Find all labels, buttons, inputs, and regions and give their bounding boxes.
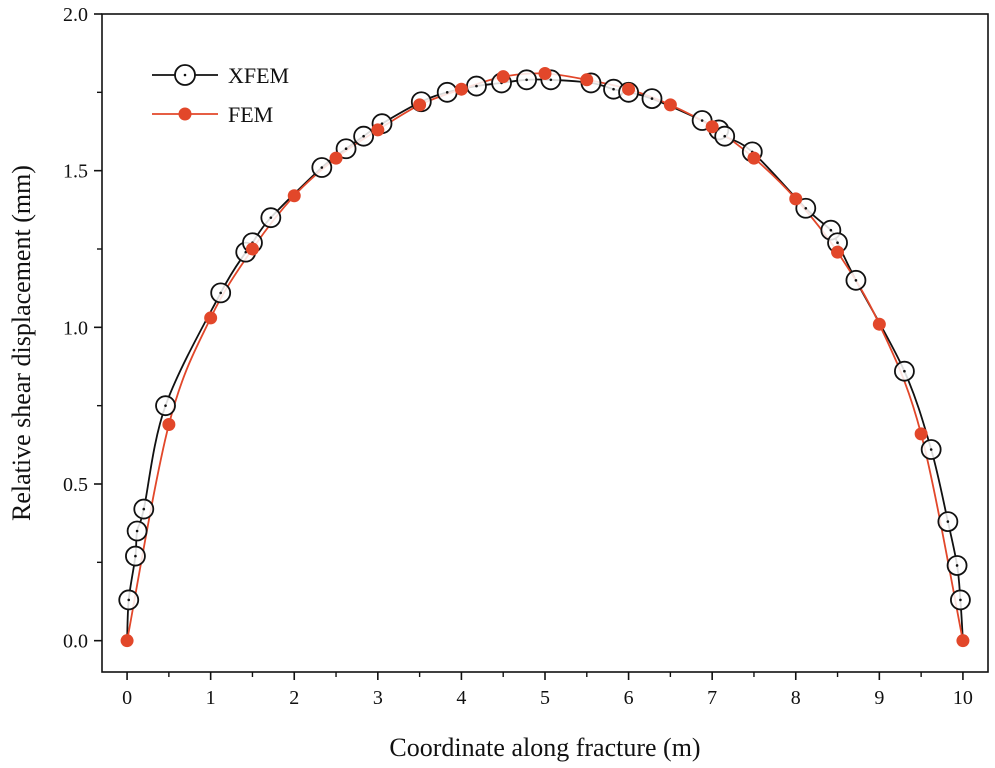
data-point-fem: [371, 123, 385, 137]
data-point-xfem-center: [445, 91, 449, 94]
data-point-fem: [956, 634, 970, 648]
data-point-fem: [789, 192, 803, 206]
data-point-xfem-center: [723, 134, 727, 138]
x-tick-label: 5: [540, 687, 550, 709]
data-point-xfem-center: [829, 228, 833, 232]
data-point-xfem-center: [946, 520, 950, 523]
series-line-xfem: [126, 78, 964, 641]
x-tick-label: 3: [373, 687, 383, 709]
data-point-xfem-center: [134, 554, 137, 558]
data-point-xfem-center: [854, 279, 858, 282]
x-axis-title: Coordinate along fracture (m): [389, 733, 700, 762]
y-tick-label: 0.5: [63, 474, 88, 496]
x-tick-label: 0: [122, 687, 132, 709]
data-point-xfem-center: [362, 134, 365, 138]
x-tick-label: 4: [456, 687, 466, 709]
axes: 0 1 2 3 4 5 6 7 8 9 10 0.0 0.5 1.0 1.5 2.0: [63, 4, 989, 709]
y-tick-label: 2.0: [63, 4, 88, 26]
data-point-xfem-center: [650, 97, 654, 100]
data-point-xfem-center: [955, 564, 959, 567]
data-point-fem: [580, 73, 594, 87]
data-point-fem: [204, 311, 218, 325]
data-point-xfem-center: [525, 78, 528, 82]
legend: XFEM FEM: [152, 63, 289, 127]
data-point-xfem-center: [219, 291, 222, 295]
data-point-xfem-center: [475, 84, 478, 88]
x-tick-label: 2: [289, 687, 299, 709]
data-point-fem: [705, 120, 719, 134]
data-point-xfem-center: [127, 598, 131, 602]
data-point-xfem-center: [380, 122, 384, 125]
series-layer: [118, 67, 971, 648]
data-point-fem: [329, 151, 343, 165]
x-tick-label: 10: [953, 687, 973, 709]
data-point-xfem-center: [244, 250, 248, 254]
data-point-fem: [747, 151, 761, 165]
data-point-fem: [914, 427, 928, 441]
x-tick-label: 9: [874, 687, 884, 709]
data-point-xfem-center: [344, 147, 348, 151]
data-point-fem: [496, 70, 510, 84]
y-axis-title: Relative shear displacement (mm): [7, 165, 36, 521]
data-point-fem: [622, 82, 636, 96]
legend-marker-fem: [178, 107, 192, 121]
x-tick-label: 7: [707, 687, 717, 709]
data-point-xfem-center: [836, 241, 839, 245]
data-point-xfem-center: [320, 166, 324, 169]
data-point-xfem-center: [142, 507, 146, 511]
y-tick-label: 0.0: [63, 631, 88, 653]
y-tick-label: 1.0: [63, 317, 88, 339]
data-point-xfem-center: [903, 369, 906, 373]
data-point-xfem-center: [164, 404, 167, 407]
data-point-xfem-center: [700, 119, 704, 122]
y-axis-ticks: 0.0 0.5 1.0 1.5 2.0: [63, 4, 102, 653]
data-point-fem: [454, 82, 468, 96]
data-point-xfem-center: [929, 448, 933, 451]
data-point-xfem-center: [612, 87, 615, 91]
data-point-fem: [245, 242, 259, 256]
data-point-fem: [162, 417, 176, 431]
x-tick-label: 8: [791, 687, 801, 709]
legend-label-xfem: XFEM: [228, 63, 289, 88]
data-point-fem: [120, 634, 134, 648]
legend-marker-xfem-center: [183, 73, 187, 77]
legend-label-fem: FEM: [228, 102, 273, 127]
data-point-fem: [663, 98, 677, 112]
x-tick-label: 1: [206, 687, 216, 709]
data-point-xfem-center: [135, 529, 139, 533]
y-tick-label: 1.5: [63, 161, 88, 183]
x-axis-ticks: 0 1 2 3 4 5 6 7 8 9 10: [122, 672, 973, 709]
series-line-fem: [126, 72, 964, 641]
data-point-xfem-center: [269, 216, 273, 219]
data-point-fem: [413, 98, 427, 112]
data-point-fem: [872, 317, 886, 331]
data-point-fem: [831, 245, 845, 259]
data-point-xfem-center: [804, 206, 808, 210]
data-point-fem: [287, 189, 301, 203]
data-point-xfem-center: [549, 78, 553, 82]
data-point-xfem-center: [959, 598, 962, 602]
data-point-fem: [538, 67, 552, 81]
x-tick-label: 6: [624, 687, 634, 709]
